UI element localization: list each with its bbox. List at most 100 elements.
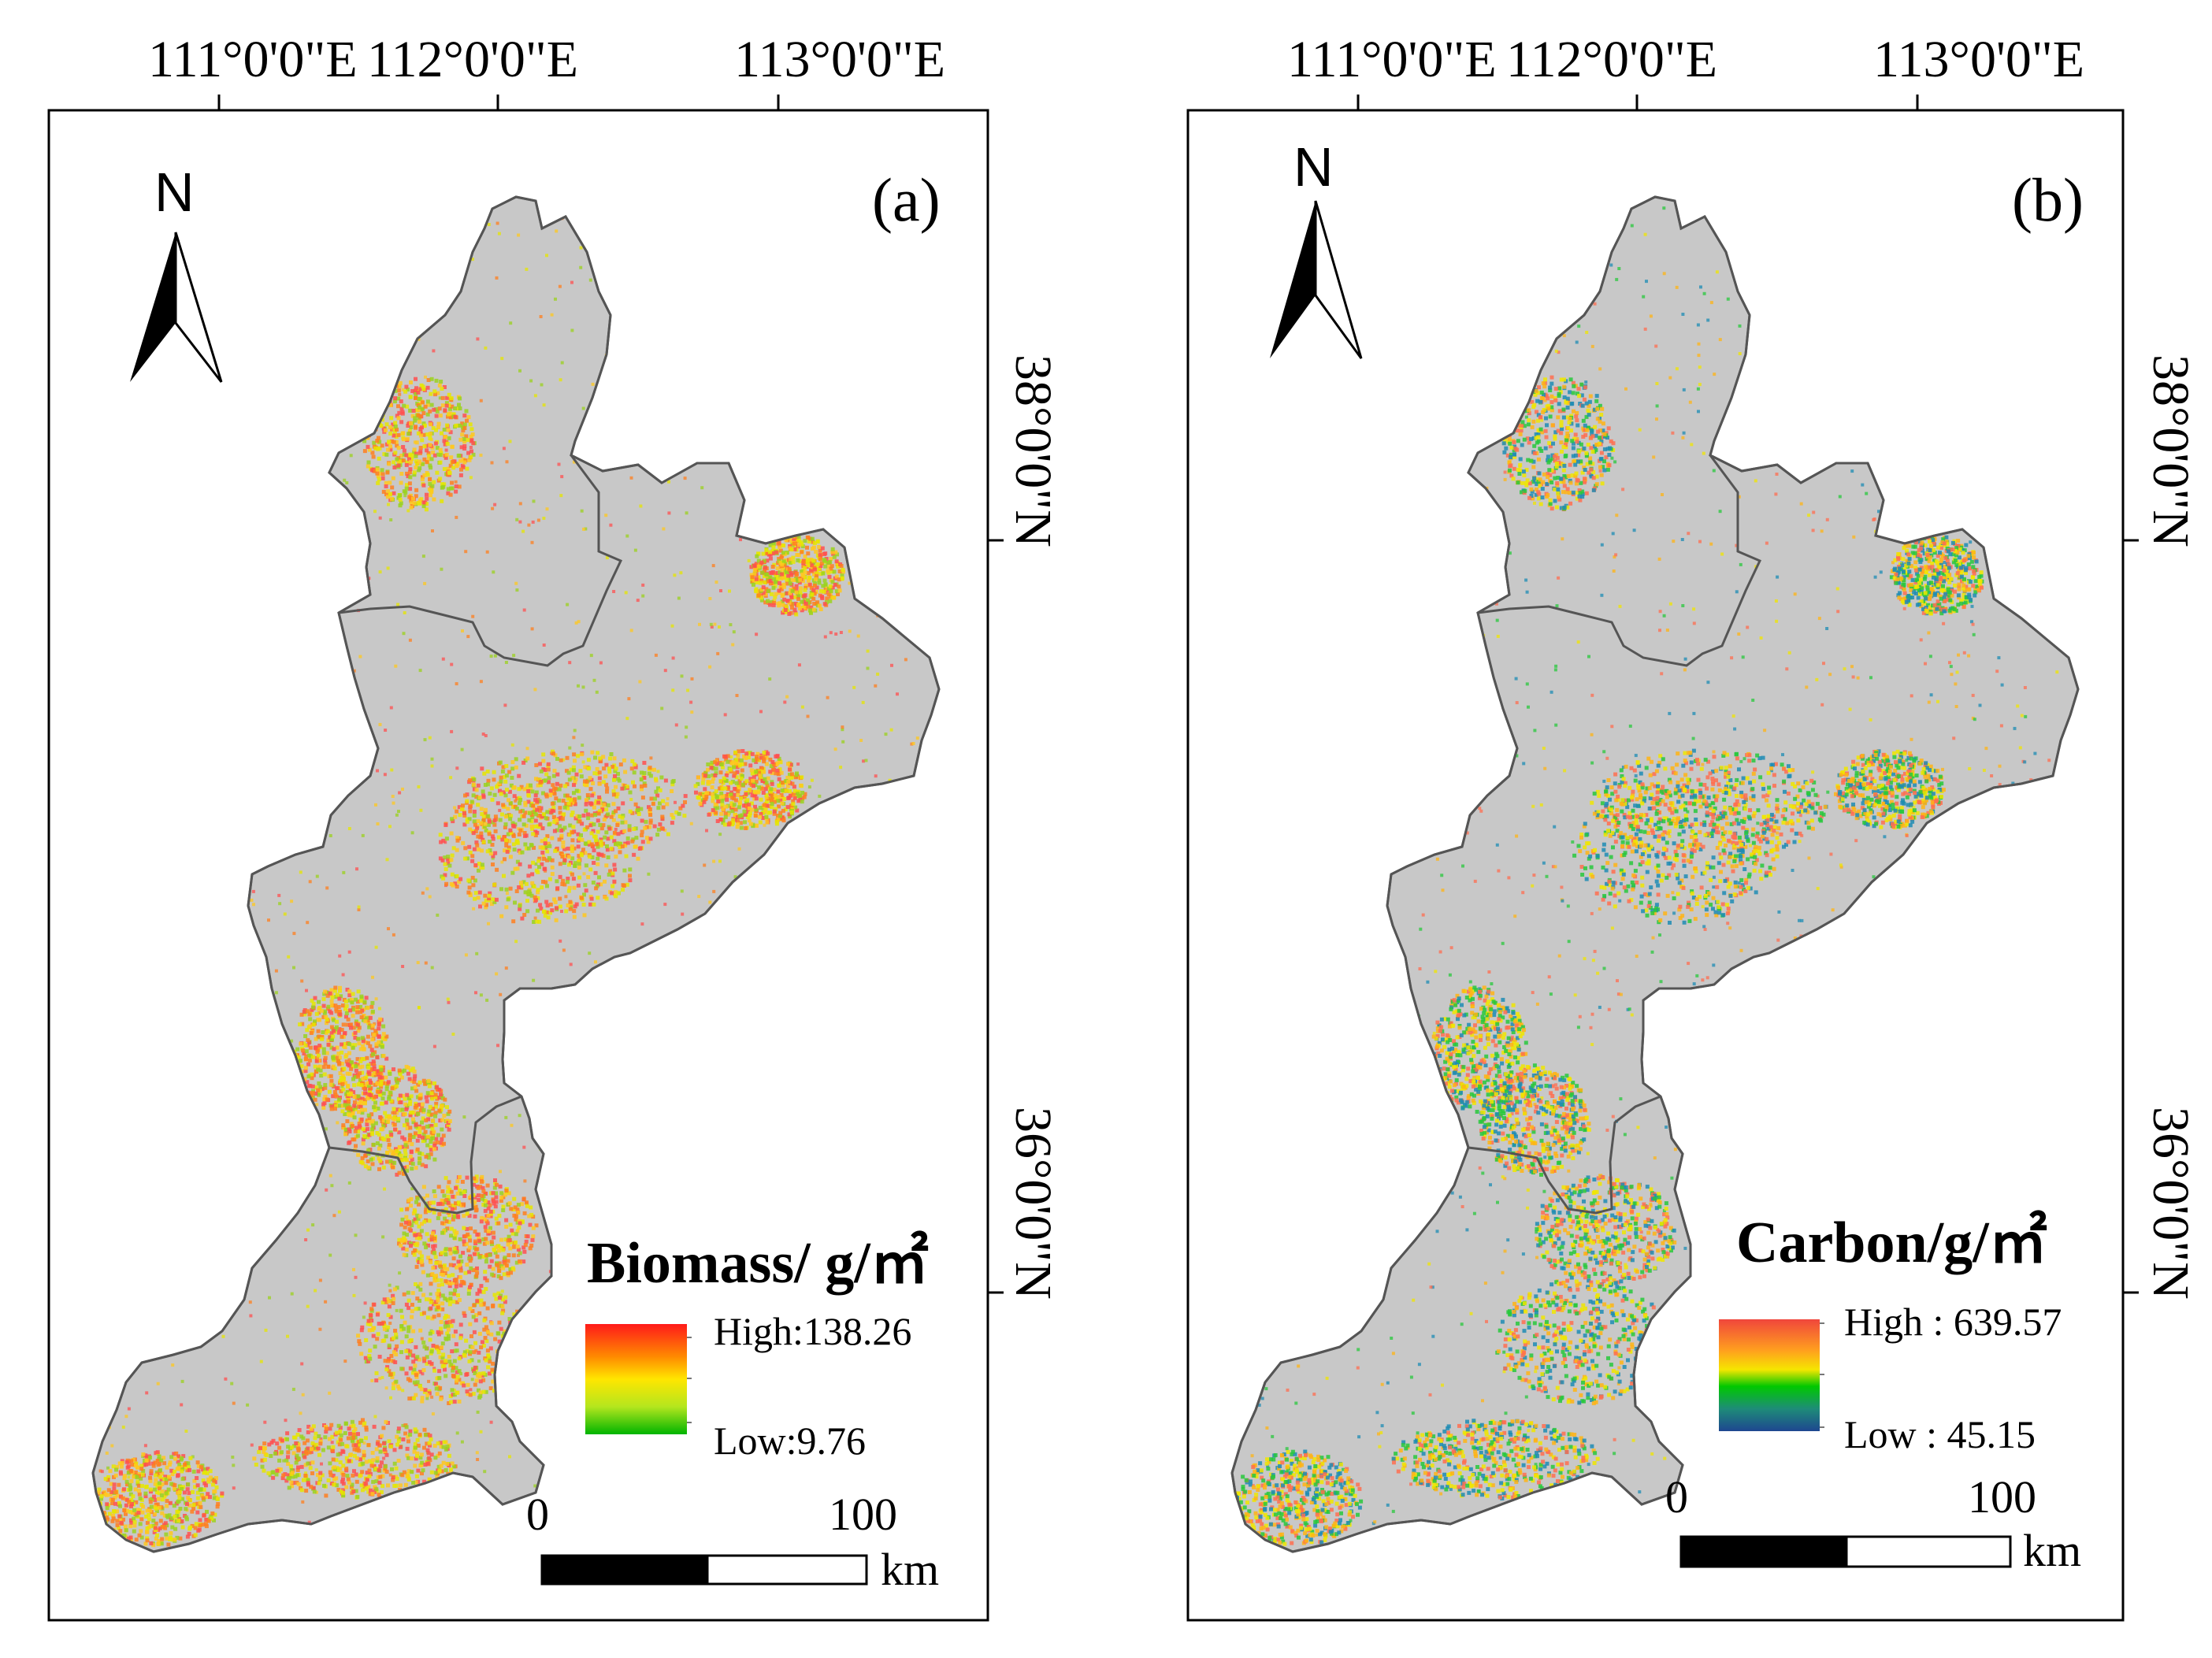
raster-pixel	[380, 443, 384, 448]
raster-pixel	[534, 868, 539, 873]
raster-pixel	[507, 839, 512, 844]
raster-pixel	[801, 1303, 805, 1307]
raster-pixel	[587, 1212, 591, 1215]
raster-pixel	[392, 801, 395, 805]
raster-pixel	[367, 1092, 372, 1097]
raster-pixel	[612, 341, 616, 344]
raster-pixel	[788, 591, 792, 595]
raster-pixel	[912, 253, 916, 257]
raster-pixel	[625, 840, 630, 845]
raster-pixel	[750, 575, 755, 580]
raster-pixel	[381, 1165, 386, 1170]
raster-pixel	[433, 1111, 438, 1115]
raster-pixel	[584, 527, 588, 531]
raster-pixel	[469, 1388, 473, 1392]
raster-pixel	[528, 864, 533, 869]
raster-pixel	[408, 1099, 413, 1103]
raster-pixel	[386, 566, 390, 570]
raster-pixel	[524, 833, 529, 838]
raster-pixel	[362, 1000, 367, 1004]
raster-pixel	[330, 1037, 334, 1042]
raster-pixel	[783, 700, 787, 704]
raster-pixel	[876, 672, 880, 676]
raster-pixel	[763, 823, 766, 827]
raster-pixel	[171, 1363, 175, 1367]
raster-pixel	[540, 383, 544, 387]
raster-pixel	[508, 1455, 511, 1459]
raster-pixel	[406, 509, 410, 513]
raster-pixel	[896, 692, 899, 696]
raster-pixel	[602, 818, 607, 822]
raster-pixel	[401, 458, 406, 463]
raster-pixel	[594, 842, 599, 847]
raster-pixel	[647, 872, 651, 876]
raster-pixel	[550, 313, 554, 317]
raster-pixel	[173, 678, 177, 682]
raster-pixel	[859, 457, 863, 461]
raster-pixel	[447, 403, 451, 407]
raster-pixel	[481, 840, 486, 844]
raster-pixel	[523, 800, 528, 805]
raster-pixel	[662, 527, 666, 531]
raster-pixel	[395, 1111, 399, 1115]
raster-pixel	[206, 1100, 210, 1104]
raster-pixel	[555, 818, 559, 822]
raster-pixel	[555, 772, 560, 777]
raster-pixel	[356, 285, 360, 289]
raster-pixel	[303, 1066, 308, 1070]
raster-pixel	[830, 873, 834, 877]
raster-pixel	[322, 1011, 327, 1015]
raster-pixel	[751, 223, 755, 227]
raster-pixel	[521, 880, 526, 885]
raster-pixel	[356, 1152, 361, 1157]
raster-pixel	[550, 808, 555, 813]
raster-pixel	[777, 603, 781, 608]
raster-pixel	[737, 1096, 741, 1100]
raster-pixel	[140, 386, 144, 390]
raster-pixel	[310, 1072, 314, 1077]
raster-pixel	[396, 416, 401, 421]
raster-pixel	[591, 829, 596, 833]
raster-pixel	[653, 796, 657, 801]
raster-pixel	[800, 1209, 804, 1213]
raster-pixel	[455, 766, 459, 770]
raster-pixel	[274, 969, 278, 973]
raster-pixel	[756, 593, 761, 598]
raster-pixel	[538, 781, 543, 785]
raster-pixel	[384, 428, 388, 432]
raster-pixel	[840, 573, 844, 577]
raster-pixel	[398, 1093, 403, 1098]
raster-pixel	[819, 1467, 823, 1471]
raster-pixel	[318, 510, 322, 513]
raster-pixel	[568, 907, 573, 911]
raster-pixel	[808, 1118, 812, 1122]
raster-pixel	[261, 619, 265, 623]
raster-pixel	[885, 1037, 889, 1041]
raster-pixel	[874, 541, 878, 545]
raster-pixel	[819, 561, 824, 566]
raster-pixel	[499, 1276, 503, 1281]
raster-pixel	[252, 495, 256, 499]
raster-pixel	[455, 515, 458, 519]
raster-pixel	[420, 1337, 424, 1341]
raster-pixel	[417, 408, 421, 413]
raster-pixel	[558, 862, 562, 866]
raster-pixel	[554, 796, 559, 801]
raster-pixel	[423, 738, 427, 742]
raster-pixel	[335, 1045, 340, 1050]
raster-pixel	[799, 586, 803, 591]
raster-pixel	[796, 558, 800, 562]
raster-pixel	[500, 812, 504, 817]
raster-pixel	[398, 497, 403, 502]
raster-pixel	[402, 201, 406, 205]
raster-pixel	[354, 312, 358, 316]
raster-pixel	[713, 622, 717, 626]
raster-pixel	[383, 1037, 388, 1041]
raster-pixel	[445, 206, 449, 210]
raster-pixel	[362, 439, 367, 443]
raster-pixel	[387, 1115, 392, 1119]
raster-pixel	[509, 783, 514, 788]
raster-pixel	[180, 1403, 184, 1407]
raster-pixel	[656, 786, 660, 791]
raster-pixel	[768, 552, 773, 557]
